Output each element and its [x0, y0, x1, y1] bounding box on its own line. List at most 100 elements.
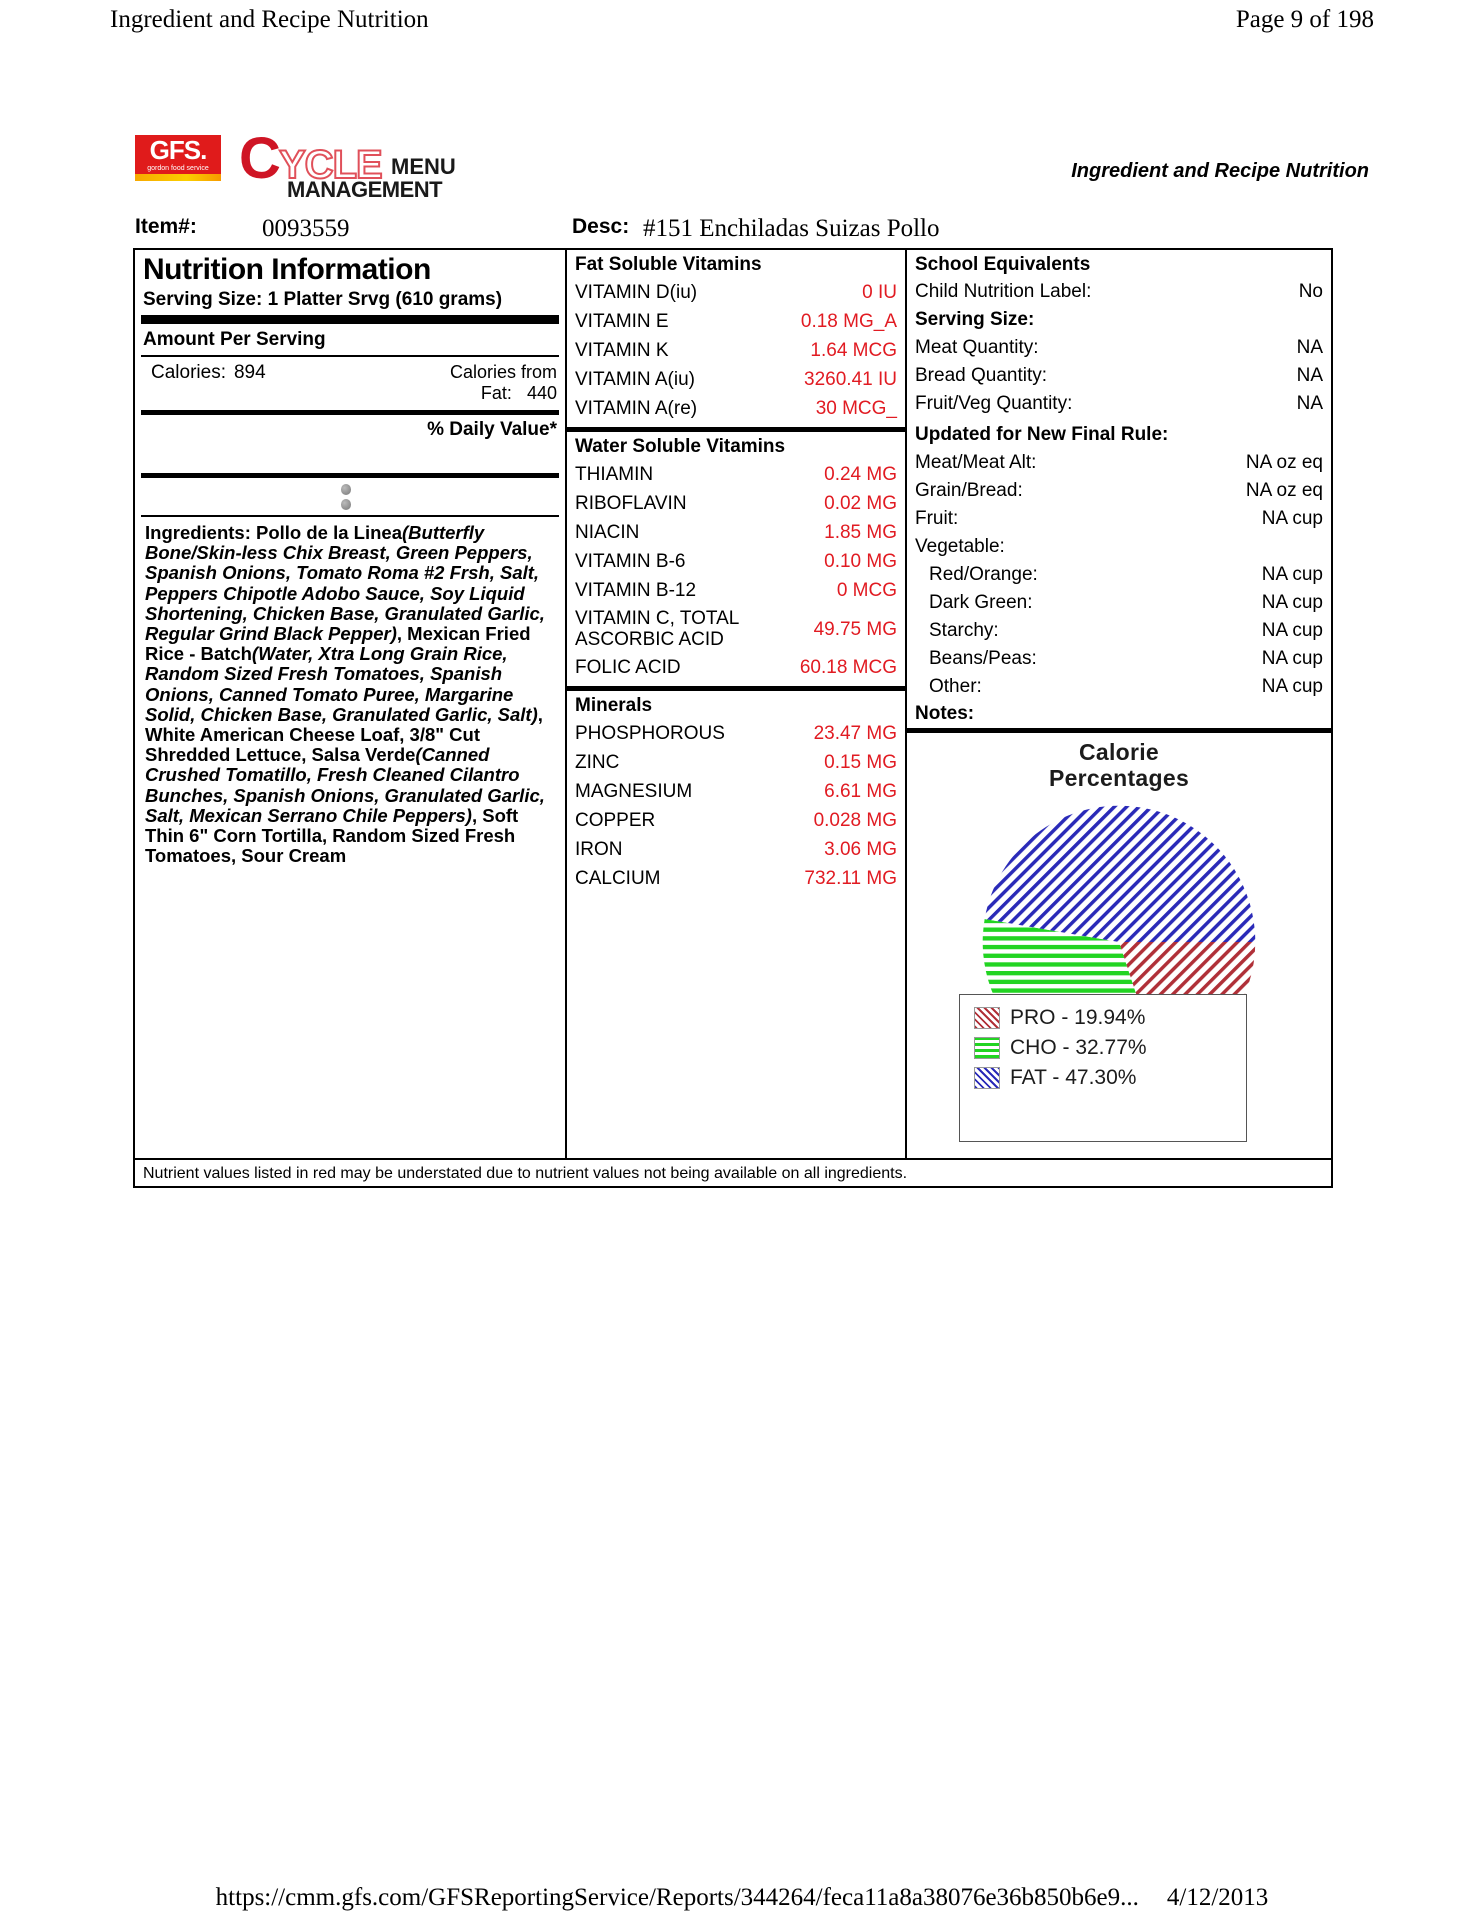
fat-soluble-vitamin-row: VITAMIN D(iu) 0 IU [567, 278, 905, 307]
report-columns: Nutrition Information Serving Size: 1 Pl… [135, 250, 1331, 1158]
nutrient-value: 49.75 MG [813, 618, 897, 640]
school-row-label: Beans/Peas: [929, 648, 1037, 669]
ingredient-segment: , Soft Thin 6" Corn Tortilla, Random Siz… [145, 804, 519, 867]
legend-item: CHO - 32.77% [974, 1033, 1246, 1063]
calories-from-fat-block: Calories from Fat: 440 [450, 362, 557, 404]
cycle-menu-management-logo: C YCLE MENU MANAGEMENT [239, 130, 456, 203]
nutrient-value: 30 MCG_ [815, 398, 897, 419]
nutrient-value: 1.85 MG [824, 522, 897, 543]
nutrient-name: VITAMIN D(iu) [575, 282, 698, 303]
water-soluble-vitamin-row: VITAMIN C, TOTAL ASCORBIC ACID 49.75 MG [567, 605, 905, 653]
nutrient-name: ZINC [575, 752, 620, 773]
description-value: #151 Enchiladas Suizas Pollo [643, 215, 940, 242]
nutrient-row-list [135, 443, 565, 467]
school-serving-row: Fruit/Veg Quantity: NA [907, 390, 1331, 418]
mineral-row: PHOSPHOROUS 23.47 MG [567, 719, 905, 748]
nutrient-name: VITAMIN C, TOTAL ASCORBIC ACID [575, 608, 740, 650]
nutrient-name: THIAMIN [575, 464, 654, 485]
legend-item: PRO - 19.94% [974, 1003, 1246, 1033]
report-title: Ingredient and Recipe Nutrition [1071, 160, 1369, 182]
water-soluble-vitamins-header: Water Soluble Vitamins [575, 436, 786, 457]
calories-label: Calories: [151, 362, 226, 383]
divider-thin [141, 355, 559, 357]
nutrient-name: COPPER [575, 810, 656, 831]
final-rule-row: Grain/Bread: NA oz eq [907, 477, 1331, 505]
page-header-title: Ingredient and Recipe Nutrition [110, 6, 429, 33]
chart-title-line1: Calorie [1078, 739, 1160, 765]
page-footer: https://cmm.gfs.com/GFSReportingService/… [110, 1884, 1374, 1912]
fat-soluble-vitamin-row: VITAMIN K 1.64 MCG [567, 336, 905, 365]
legend-item: FAT - 47.30% [974, 1063, 1246, 1093]
school-row-label: Meat Quantity: [915, 337, 1039, 358]
nutrient-value: 0 MCG [836, 580, 897, 601]
school-row-label: Red/Orange: [929, 564, 1038, 585]
nutrient-name: VITAMIN B-12 [575, 580, 697, 601]
school-serving-row: Meat Quantity: NA [907, 334, 1331, 362]
gfs-tagline: gordon food service [135, 163, 221, 174]
final-rule-header: Updated for New Final Rule: [915, 424, 1169, 445]
footer-url: https://cmm.gfs.com/GFSReportingService/… [215, 1884, 1139, 1911]
ingredients-block: Ingredients: Pollo de la Linea(Butterfly… [135, 517, 565, 870]
nutrient-value: 3.06 MG [824, 839, 897, 860]
child-nutrition-label-row: Child Nutrition Label: No [907, 278, 1331, 306]
nutrient-value: 0.028 MG [813, 810, 897, 831]
legend-swatch-icon [974, 1067, 1000, 1089]
calories-from-fat-label: Calories from [449, 362, 557, 382]
ingredient-segment: (Water, Xtra Long Grain Rice, Random Siz… [145, 643, 538, 725]
school-serving-size-label: Serving Size: [915, 309, 1035, 330]
school-row-value: NA cup [1261, 508, 1323, 529]
water-soluble-vitamin-row: FOLIC ACID 60.18 MCG [567, 653, 905, 682]
gfs-wordmark: GFS. [135, 135, 221, 163]
water-soluble-vitamin-row: THIAMIN 0.24 MG [567, 460, 905, 489]
daily-value-header: % Daily Value* [427, 419, 557, 440]
school-row-value: NA cup [1261, 676, 1323, 697]
nutrient-name: NIACIN [575, 522, 640, 543]
school-equivalents-panel: School Equivalents Child Nutrition Label… [907, 250, 1331, 1158]
school-row-value: NA cup [1261, 620, 1323, 641]
ingredient-segment: , White American Cheese Loaf, 3/8" Cut S… [145, 703, 543, 766]
ingredients-label: Ingredients: [145, 522, 251, 543]
fat-soluble-vitamin-row: VITAMIN A(re) 30 MCG_ [567, 394, 905, 423]
final-rule-row: Meat/Meat Alt: NA oz eq [907, 449, 1331, 477]
bullet-icon [340, 484, 352, 495]
nutrient-name: FOLIC ACID [575, 657, 681, 678]
ingredient-segment: (Butterfly Bone/Skin-less Chix Breast, G… [145, 522, 545, 645]
calories-from-fat-label2: Fat: [480, 383, 512, 403]
cycle-logo-ycle: YCLE [278, 143, 384, 187]
legend-swatch-icon [974, 1007, 1000, 1029]
serving-size-value: 1 Platter Srvg (610 grams) [267, 289, 503, 310]
divider-medium [141, 410, 559, 415]
calories-row: Calories: 894 Calories from Fat: 440 [135, 357, 565, 410]
ingredient-segment: , Mexican Fried Rice - Batch [145, 623, 531, 665]
water-soluble-vitamin-row: VITAMIN B-6 0.10 MG [567, 547, 905, 576]
fat-soluble-vitamins-header: Fat Soluble Vitamins [575, 254, 762, 275]
divider-fat-soluble [567, 427, 905, 432]
legend-label: PRO - 19.94% [1010, 1006, 1146, 1029]
school-row-label: Starchy: [929, 620, 999, 641]
minerals-header: Minerals [575, 695, 653, 716]
nutrient-name: IRON [575, 839, 623, 860]
divider-water-soluble [567, 686, 905, 691]
nutrient-value: 732.11 MG [804, 868, 897, 889]
child-nutrition-label: Child Nutrition Label: [915, 281, 1092, 302]
fat-soluble-vitamins-list: VITAMIN D(iu) 0 IU VITAMIN E 0.18 MG_A VITAM… [567, 278, 905, 423]
school-row-value: NA oz eq [1245, 480, 1323, 501]
ingredient-segment: (Canned Crushed Tomatillo, Fresh Cleaned… [145, 744, 545, 826]
nutrient-value: 0.18 MG_A [800, 311, 897, 332]
cycle-logo-menu: MENU [391, 154, 456, 179]
school-row-label: Vegetable: [915, 536, 1005, 557]
gfs-logo: GFS. gordon food service [135, 135, 221, 181]
divider-thick [141, 315, 559, 324]
ingredient-segment: Pollo de la Linea [256, 522, 402, 543]
micronutrient-row [135, 482, 565, 497]
final-rule-row: Fruit: NA cup [907, 505, 1331, 533]
nutrient-name: PHOSPHOROUS [575, 723, 725, 744]
nutrient-value: 0.02 MG [824, 493, 897, 514]
legend-label: CHO - 32.77% [1010, 1036, 1147, 1059]
school-row-label: Bread Quantity: [915, 365, 1048, 386]
footer-date: 4/12/2013 [1166, 1884, 1269, 1911]
mineral-row: CALCIUM 732.11 MG [567, 864, 905, 893]
vitamins-minerals-panel: Fat Soluble Vitamins VITAMIN D(iu) 0 IU VI… [567, 250, 907, 1158]
final-rule-row: Beans/Peas: NA cup [907, 645, 1331, 673]
divider-medium-2 [141, 473, 559, 478]
